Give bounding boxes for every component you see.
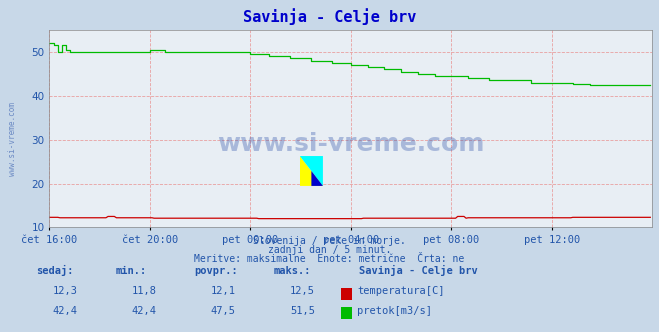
Text: 11,8: 11,8 bbox=[132, 286, 157, 296]
Text: 51,5: 51,5 bbox=[290, 306, 315, 316]
Text: Savinja - Celje brv: Savinja - Celje brv bbox=[243, 8, 416, 25]
Text: sedaj:: sedaj: bbox=[36, 265, 74, 276]
Text: 12,5: 12,5 bbox=[290, 286, 315, 296]
Text: www.si-vreme.com: www.si-vreme.com bbox=[217, 132, 484, 156]
Text: maks.:: maks.: bbox=[273, 266, 311, 276]
Polygon shape bbox=[300, 156, 323, 186]
Text: 42,4: 42,4 bbox=[53, 306, 78, 316]
Text: zadnji dan / 5 minut.: zadnji dan / 5 minut. bbox=[268, 245, 391, 255]
Text: Slovenija / reke in morje.: Slovenija / reke in morje. bbox=[253, 236, 406, 246]
Text: Meritve: maksimalne  Enote: metrične  Črta: ne: Meritve: maksimalne Enote: metrične Črta… bbox=[194, 254, 465, 264]
Text: temperatura[C]: temperatura[C] bbox=[357, 286, 445, 296]
Text: 12,3: 12,3 bbox=[53, 286, 78, 296]
Text: pretok[m3/s]: pretok[m3/s] bbox=[357, 306, 432, 316]
Text: 42,4: 42,4 bbox=[132, 306, 157, 316]
Text: Savinja - Celje brv: Savinja - Celje brv bbox=[359, 265, 478, 276]
Text: 47,5: 47,5 bbox=[211, 306, 236, 316]
Polygon shape bbox=[300, 156, 323, 186]
Polygon shape bbox=[312, 171, 323, 186]
Text: min.:: min.: bbox=[115, 266, 146, 276]
Text: povpr.:: povpr.: bbox=[194, 266, 238, 276]
Text: 12,1: 12,1 bbox=[211, 286, 236, 296]
Text: www.si-vreme.com: www.si-vreme.com bbox=[8, 103, 17, 176]
